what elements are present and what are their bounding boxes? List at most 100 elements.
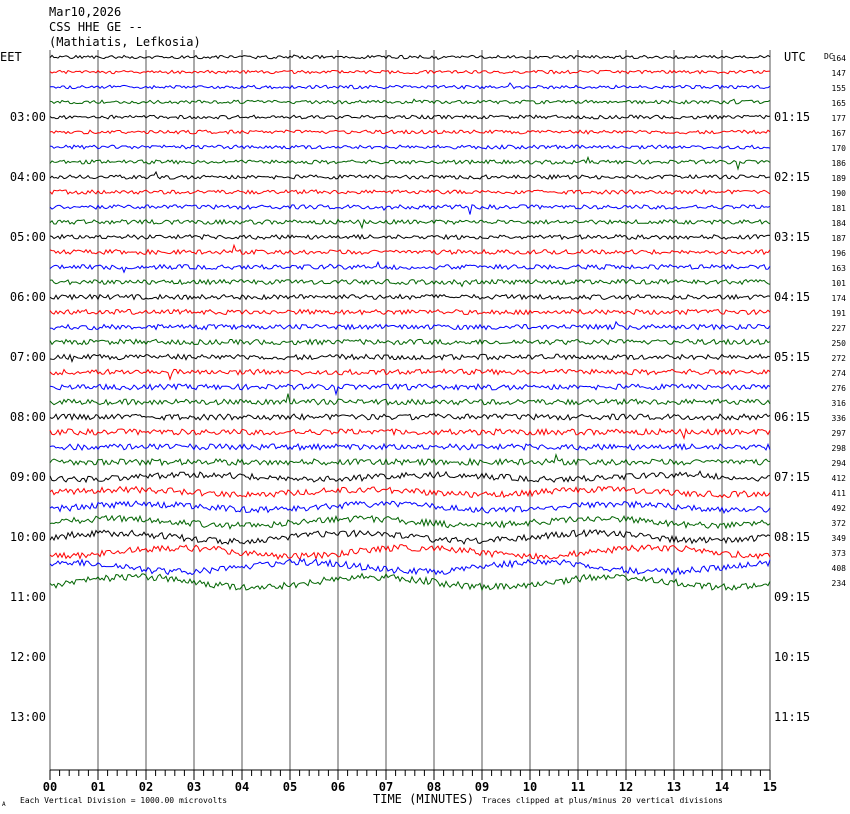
trace-row-1: [49, 69, 771, 75]
trace-row-13: [49, 243, 771, 256]
trace-row-7: [49, 155, 771, 171]
dc-offset-label: 186: [832, 159, 847, 168]
right-hour-labels: 01:15 02:15 03:15 04:15 05:15 06:15 07:15 08:15…: [774, 110, 810, 724]
x-tick-label: 15: [763, 780, 777, 794]
left-timezone-label: EET: [0, 50, 22, 64]
left-hour-label: 07:00: [10, 350, 46, 364]
right-hour-label: 01:15: [774, 110, 810, 124]
right-hour-label: 02:15: [774, 170, 810, 184]
trace-row-21: [49, 368, 771, 381]
trace-row-29: [49, 485, 771, 499]
trace-row-34: [49, 558, 771, 576]
dc-offset-label: 189: [832, 174, 847, 183]
dc-offset-label: 196: [832, 249, 847, 258]
dc-offset-label: 298: [832, 444, 847, 453]
trace-row-15: [49, 278, 771, 288]
corner-mark: A: [2, 801, 6, 808]
right-hour-label: 09:15: [774, 590, 810, 604]
trace-row-19: [49, 338, 771, 346]
trace-row-20: [49, 353, 771, 364]
right-hour-label: 04:15: [774, 290, 810, 304]
x-tick-label: 09: [475, 780, 489, 794]
dc-offset-label: 165: [832, 99, 847, 108]
dc-offset-label: 373: [832, 549, 847, 558]
trace-row-14: [49, 260, 771, 274]
dc-offset-label: 276: [832, 384, 847, 393]
right-hour-label: 11:15: [774, 710, 810, 724]
trace-row-31: [49, 514, 771, 530]
dc-label: DC: [824, 52, 834, 61]
dc-offset-label: 316: [832, 399, 847, 408]
x-tick-label: 12: [619, 780, 633, 794]
left-hour-label: 12:00: [10, 650, 46, 664]
x-tick-label: 13: [667, 780, 681, 794]
trace-row-16: [49, 293, 771, 301]
trace-row-3: [49, 98, 771, 105]
left-hour-label: 05:00: [10, 230, 46, 244]
left-hour-label: 10:00: [10, 530, 46, 544]
dc-offset-label: 250: [832, 339, 847, 348]
trace-row-4: [49, 114, 771, 120]
dc-offset-label: 164: [832, 54, 847, 63]
date-label: Mar10,2026: [49, 5, 121, 19]
dc-offset-labels: 164 147 155 165 177 167 170 186 189 190 181 184 187 1…: [832, 54, 847, 588]
dc-offset-label: 191: [832, 309, 847, 318]
trace-row-33: [49, 544, 771, 561]
trace-row-11: [49, 218, 771, 230]
trace-row-26: [49, 442, 771, 452]
x-tick-label: 08: [427, 780, 441, 794]
trace-row-32: [49, 528, 771, 545]
dc-offset-label: 411: [832, 489, 847, 498]
dc-offset-label: 177: [832, 114, 847, 123]
dc-offset-label: 163: [832, 264, 847, 273]
dc-offset-label: 336: [832, 414, 847, 423]
trace-row-18: [49, 320, 771, 331]
x-tick-label: 07: [379, 780, 393, 794]
dc-offset-label: 184: [832, 219, 847, 228]
dc-offset-label: 147: [832, 69, 847, 78]
trace-row-5: [49, 129, 771, 135]
x-tick-label: 14: [715, 780, 729, 794]
right-hour-label: 08:15: [774, 530, 810, 544]
trace-row-28: [49, 470, 771, 484]
left-hour-label: 08:00: [10, 410, 46, 424]
dc-offset-label: 170: [832, 144, 847, 153]
dc-offset-label: 294: [832, 459, 847, 468]
trace-row-0: [49, 54, 771, 61]
dc-offset-label: 272: [832, 354, 847, 363]
station-label: CSS HHE GE --: [49, 20, 143, 34]
trace-row-8: [49, 170, 771, 180]
trace-row-9: [49, 189, 771, 195]
right-hour-label: 10:15: [774, 650, 810, 664]
left-hour-label: 04:00: [10, 170, 46, 184]
trace-row-30: [49, 500, 771, 515]
dc-offset-label: 408: [832, 564, 847, 573]
dc-offset-label: 349: [832, 534, 847, 543]
left-hour-label: 06:00: [10, 290, 46, 304]
dc-offset-label: 297: [832, 429, 847, 438]
x-tick-label: 00: [43, 780, 57, 794]
dc-offset-label: 190: [832, 189, 847, 198]
dc-offset-label: 181: [832, 204, 847, 213]
dc-offset-label: 234: [832, 579, 847, 588]
trace-row-12: [49, 233, 771, 241]
x-tick-label: 02: [139, 780, 153, 794]
trace-row-23: [49, 393, 771, 406]
left-hour-labels: 03:00 04:00 05:00 06:00 07:00 08:00 09:00 10:00…: [10, 110, 46, 724]
trace-row-24: [49, 412, 771, 421]
right-hour-label: 06:15: [774, 410, 810, 424]
dc-offset-label: 187: [832, 234, 847, 243]
dc-offset-label: 372: [832, 519, 847, 528]
trace-row-22: [49, 383, 771, 397]
footer-clip-note: Traces clipped at plus/minus 20 vertical…: [482, 796, 723, 805]
trace-row-6: [49, 144, 771, 150]
dc-offset-label: 167: [832, 129, 847, 138]
x-tick-label: 11: [571, 780, 585, 794]
x-tick-label: 03: [187, 780, 201, 794]
left-hour-label: 09:00: [10, 470, 46, 484]
x-axis-ticks: [49, 770, 771, 780]
x-tick-label: 04: [235, 780, 249, 794]
dc-offset-label: 174: [832, 294, 847, 303]
dc-offset-label: 412: [832, 474, 847, 483]
